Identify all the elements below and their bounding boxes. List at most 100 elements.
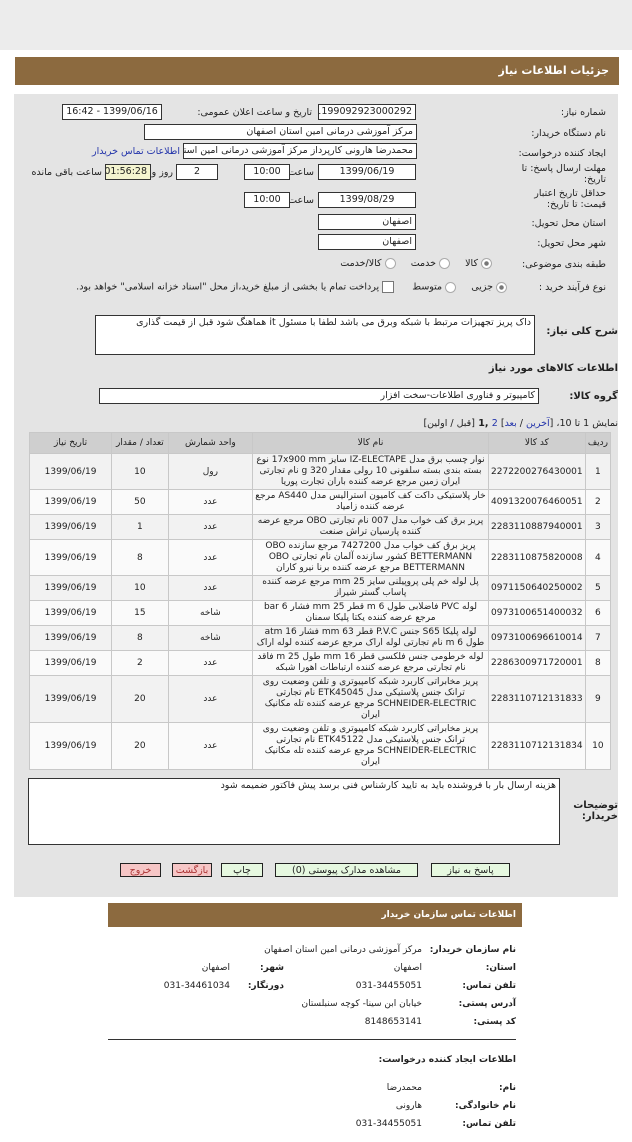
last-name-value: هارونی: [395, 1101, 422, 1111]
row-number-cell: 6: [584, 600, 612, 626]
province-field: اصفهان: [318, 214, 416, 230]
deadline-date-field: 1399/06/19: [318, 164, 416, 180]
pagination-prefix: نمایش 1 تا 10، [: [549, 418, 618, 429]
creator-heading: اطلاعات ایجاد کننده درخواست:: [378, 1055, 516, 1065]
unit-cell: شاخه: [167, 625, 254, 651]
column-header: تاریخ نیاز: [28, 432, 113, 454]
deadline-time-field: 10:00: [244, 164, 290, 180]
city-field: اصفهان: [318, 234, 416, 250]
postal-label: کد پستی:: [473, 1017, 516, 1027]
org-value: مرکز آموزشی درمانی امین استان اصفهان: [264, 945, 422, 955]
need-date-cell: 1399/06/19: [28, 722, 113, 770]
need-number-field: 1199092923000292: [318, 104, 416, 120]
category-label: طبقه بندی موضوعی:: [521, 259, 606, 270]
buyer-contact-link[interactable]: اطلاعات تماس خریدار: [91, 146, 180, 157]
quantity-cell: 10: [111, 575, 169, 601]
row-number-cell: 7: [584, 625, 612, 651]
announce-field: 1399/06/16 - 16:42: [62, 104, 162, 120]
radio-medium-label: متوسط: [412, 281, 443, 293]
last-name-label: نام خانوادگی:: [454, 1101, 516, 1111]
goods-name-cell: پریز مخابراتی کاربرد شبکه کامپیوتری و تل…: [252, 722, 489, 770]
pagination-last-link[interactable]: آخرین: [526, 418, 550, 429]
back-button[interactable]: بازگشت: [172, 863, 212, 877]
row-number-cell: 4: [584, 539, 612, 576]
radio-medium[interactable]: [445, 281, 457, 293]
goods-name-cell: لوله خرطومی جنس فلکسی قطر 16 mm طول 25 m…: [252, 650, 489, 676]
goods-name-cell: لوله پلیکا S65 جنس P.V.C قطر 63 mm فشار …: [252, 625, 489, 651]
need-date-cell: 1399/06/19: [28, 625, 113, 651]
quantity-cell: 1: [111, 514, 169, 540]
creator-phone-value: 031-34455051: [355, 1119, 422, 1129]
unit-cell: شاخه: [167, 600, 254, 626]
days-label: روز و: [151, 167, 173, 178]
radio-service-label: خدمت: [410, 258, 436, 269]
goods-name-cell: پریز مخابراتی کاربرد شبکه کامپیوتری و تل…: [252, 675, 489, 723]
row-number-cell: 2: [584, 489, 612, 515]
address-value: خیابان ابن سینا- کوچه سنبلستان: [301, 999, 422, 1009]
quantity-cell: 20: [111, 722, 169, 770]
goods-name-cell: نوار چسب برق مدل IZ-ELECTAPE سایز 17x900…: [252, 453, 489, 490]
contact-title: اطلاعات تماس سازمان خریدار: [108, 903, 522, 927]
buyer-notes-textarea[interactable]: هزینه ارسال بار با فروشنده باید به تایید…: [28, 778, 560, 845]
table-row: 5 0971150640250002 پل لوله خم پلی پروپیلنی…: [28, 575, 612, 601]
postal-value: 8148653141: [364, 1017, 422, 1027]
top-bar: [0, 0, 632, 50]
description-textarea[interactable]: داک پریز تجهیزات مرتبط با شبکه وبرق می ب…: [95, 315, 535, 355]
column-header: واحد شمارش: [167, 432, 254, 454]
goods-name-cell: لوله PVC فاضلابی طول 6 m قطر 25 mm فشار …: [252, 600, 489, 626]
radio-goods-service[interactable]: [384, 258, 396, 269]
unit-cell: رول: [167, 453, 254, 490]
need-date-cell: 1399/06/19: [28, 575, 113, 601]
reply-button[interactable]: پاسخ به نیاز: [431, 863, 510, 877]
exit-button[interactable]: خروج: [120, 863, 161, 877]
goods-group-field: کامپیوتر و فناوری اطلاعات-سخت افزار: [99, 388, 539, 404]
radio-minor[interactable]: [496, 281, 507, 293]
radio-goods[interactable]: [481, 258, 492, 269]
quantity-cell: 50: [111, 489, 169, 515]
quantity-cell: 2: [111, 650, 169, 676]
quantity-cell: 8: [111, 539, 169, 576]
table-header-row: ردیف کد کالا نام کالا واحد شمارش تعداد / مقد…: [28, 432, 612, 454]
table-row: 3 2283110887940001 پریز برق کف خواب مدل 00…: [28, 514, 612, 540]
goods-code-cell: 2272200276430001: [487, 453, 586, 490]
city-label: شهر:: [260, 963, 284, 973]
treasury-checkbox[interactable]: [382, 281, 395, 293]
need-date-cell: 1399/06/19: [28, 539, 113, 576]
city-value: اصفهان: [201, 963, 230, 973]
first-name-label: نام:: [499, 1083, 516, 1093]
need-number-label: شماره نیاز:: [560, 107, 606, 118]
column-header: کد کالا: [487, 432, 586, 454]
goods-code-cell: 2283110712131833: [487, 675, 586, 723]
quantity-cell: 15: [111, 600, 169, 626]
radio-minor-label: جزیی: [471, 281, 493, 293]
table-row: 8 2286300971720001 لوله خرطومی جنس فلکسی ق…: [28, 650, 612, 676]
pagination-page-1: ,1: [474, 418, 492, 429]
page-title: جزئیات اطلاعات نیاز: [498, 64, 610, 77]
unit-cell: عدد: [167, 722, 254, 770]
row-number-cell: 9: [584, 675, 612, 723]
pagination-next-link[interactable]: بعد: [504, 418, 517, 429]
first-name-value: محمدرضا: [386, 1083, 422, 1093]
view-attachments-button[interactable]: مشاهده مدارک پیوستی (0): [275, 863, 418, 877]
column-header: ردیف: [584, 432, 612, 454]
goods-name-cell: پریز برق کف خواب مدل 007 نام تجارتی OBO …: [252, 514, 489, 540]
validity-time-label: ساعت: [288, 195, 314, 206]
need-date-cell: 1399/06/19: [28, 650, 113, 676]
goods-table: ردیف کد کالا نام کالا واحد شمارش تعداد / مقد…: [28, 432, 612, 770]
buyer-label: نام دستگاه خریدار:: [531, 128, 606, 139]
pagination-page-2[interactable]: 2: [491, 418, 498, 429]
column-header: تعداد / مقدار: [111, 432, 169, 454]
goods-code-cell: 0973100651400032: [487, 600, 586, 626]
goods-code-cell: 0971150640250002: [487, 575, 586, 601]
validity-date-field: 1399/08/29: [318, 192, 416, 208]
print-button[interactable]: چاپ: [221, 863, 263, 877]
process-label: نوع فرآیند خرید :: [538, 282, 606, 293]
goods-group-label: گروه کالا:: [569, 391, 618, 402]
table-row: 7 0973100696610014 لوله پلیکا S65 جنس P.V.…: [28, 625, 612, 651]
need-date-cell: 1399/06/19: [28, 600, 113, 626]
need-date-cell: 1399/06/19: [28, 514, 113, 540]
creator-phone-label: تلفن تماس:: [462, 1119, 516, 1129]
radio-service[interactable]: [439, 258, 451, 269]
days-field: 2: [176, 164, 218, 180]
goods-heading: اطلاعات کالاهای مورد نیاز: [488, 363, 618, 374]
